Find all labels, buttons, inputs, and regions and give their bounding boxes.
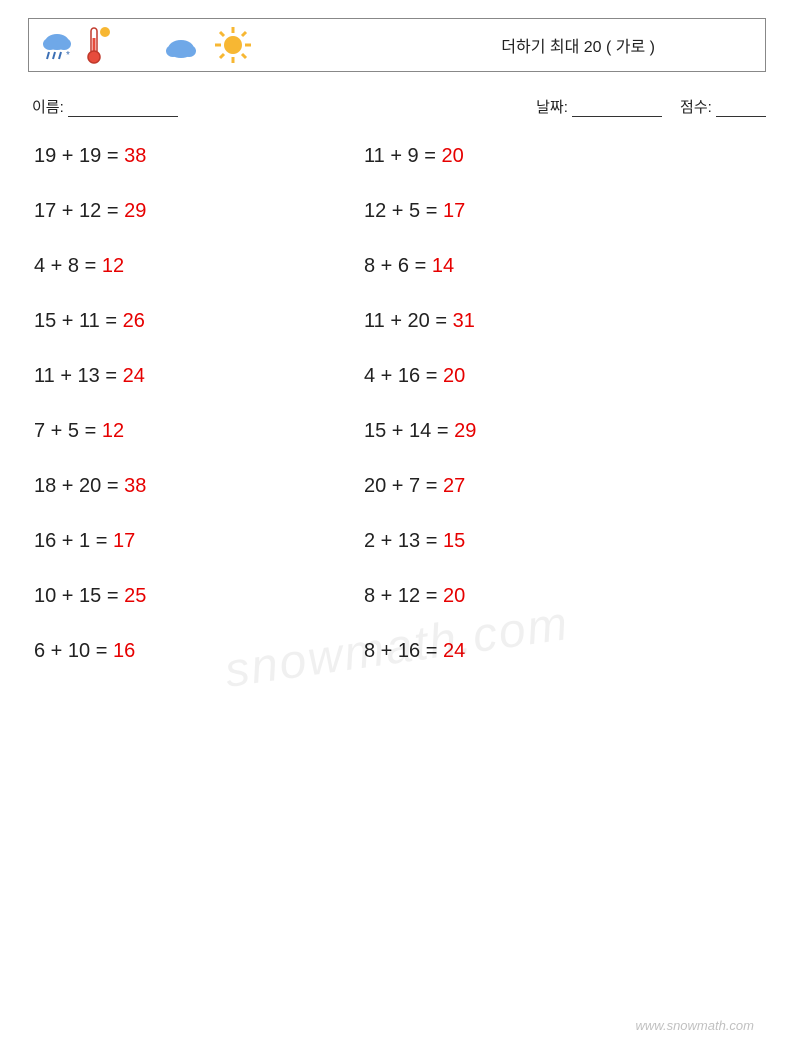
date-blank [572,103,662,117]
problem-row: 20 + 7 = 27 [358,475,688,498]
problem-expression: 15 + 11 = [34,310,123,332]
footer-url: www.snowmath.com [636,1018,754,1033]
problem-answer: 17 [443,200,465,222]
problem-answer: 31 [453,310,475,332]
problem-expression: 7 + 5 = [34,420,102,442]
problem-expression: 11 + 13 = [34,365,123,387]
problem-row: 6 + 10 = 16 [28,640,358,663]
date-label: 날짜: [536,99,568,116]
problem-row: 15 + 11 = 26 [28,310,358,333]
info-row: 이름: 날짜: 점수: [28,96,766,117]
thermometer-icon [83,24,113,66]
score-field: 점수: [680,96,766,117]
problem-answer: 15 [443,530,465,552]
problem-answer: 24 [443,640,465,662]
problem-expression: 12 + 5 = [364,200,443,222]
sun-icon [213,25,253,65]
problem-row: 18 + 20 = 38 [28,475,358,498]
problem-answer: 24 [123,365,145,387]
problem-answer: 38 [124,145,146,167]
name-blank [68,103,178,117]
problem-row: 15 + 14 = 29 [358,420,688,443]
svg-text:*: * [66,50,70,61]
problem-expression: 4 + 8 = [34,255,102,277]
problem-expression: 19 + 19 = [34,145,124,167]
problem-answer: 16 [113,640,135,662]
problem-expression: 11 + 20 = [364,310,453,332]
problem-answer: 20 [441,145,463,167]
problem-answer: 17 [113,530,135,552]
problem-row: 7 + 5 = 12 [28,420,358,443]
problem-row: 11 + 20 = 31 [358,310,688,333]
problem-row: 16 + 1 = 17 [28,530,358,553]
problem-answer: 12 [102,420,124,442]
score-label: 점수: [680,99,712,116]
problem-answer: 29 [124,200,146,222]
problem-row: 19 + 19 = 38 [28,145,358,168]
problem-row: 11 + 13 = 24 [28,365,358,388]
problems-grid: 19 + 19 = 38 17 + 12 = 29 4 + 8 = 12 15 + 1… [28,145,766,695]
problem-answer: 25 [124,585,146,607]
name-label: 이름: [32,99,64,116]
problem-expression: 8 + 16 = [364,640,443,662]
problem-expression: 11 + 9 = [364,145,441,167]
problem-answer: 20 [443,585,465,607]
problem-answer: 14 [432,255,454,277]
moon-icon [121,25,157,65]
problem-expression: 2 + 13 = [364,530,443,552]
name-field: 이름: [32,96,178,117]
worksheet-title: 더하기 최대 20 ( 가로 ) [501,33,655,57]
problem-expression: 8 + 6 = [364,255,432,277]
problem-answer: 27 [443,475,465,497]
problem-expression: 16 + 1 = [34,530,113,552]
problem-expression: 20 + 7 = [364,475,443,497]
problem-expression: 6 + 10 = [34,640,113,662]
problem-expression: 15 + 14 = [364,420,454,442]
problem-answer: 29 [454,420,476,442]
problem-answer: 26 [123,310,145,332]
problems-col-right: 11 + 9 = 20 12 + 5 = 17 8 + 6 = 14 11 + 20 … [358,145,688,695]
date-field: 날짜: [536,96,662,117]
header-icons: * [39,24,253,66]
cloud-moon-icon [165,27,205,63]
header-box: * [28,18,766,72]
problem-row: 11 + 9 = 20 [358,145,688,168]
problem-answer: 20 [443,365,465,387]
problem-row: 8 + 6 = 14 [358,255,688,278]
problem-row: 17 + 12 = 29 [28,200,358,223]
problem-expression: 17 + 12 = [34,200,124,222]
problem-expression: 10 + 15 = [34,585,124,607]
problem-row: 8 + 16 = 24 [358,640,688,663]
score-blank [716,103,766,117]
problem-row: 12 + 5 = 17 [358,200,688,223]
problem-expression: 4 + 16 = [364,365,443,387]
problem-row: 4 + 16 = 20 [358,365,688,388]
problem-answer: 38 [124,475,146,497]
problem-row: 4 + 8 = 12 [28,255,358,278]
problem-answer: 12 [102,255,124,277]
rain-cloud-icon: * [39,27,75,63]
problem-row: 8 + 12 = 20 [358,585,688,608]
problem-row: 10 + 15 = 25 [28,585,358,608]
problem-expression: 18 + 20 = [34,475,124,497]
problem-expression: 8 + 12 = [364,585,443,607]
problem-row: 2 + 13 = 15 [358,530,688,553]
problems-col-left: 19 + 19 = 38 17 + 12 = 29 4 + 8 = 12 15 + 1… [28,145,358,695]
